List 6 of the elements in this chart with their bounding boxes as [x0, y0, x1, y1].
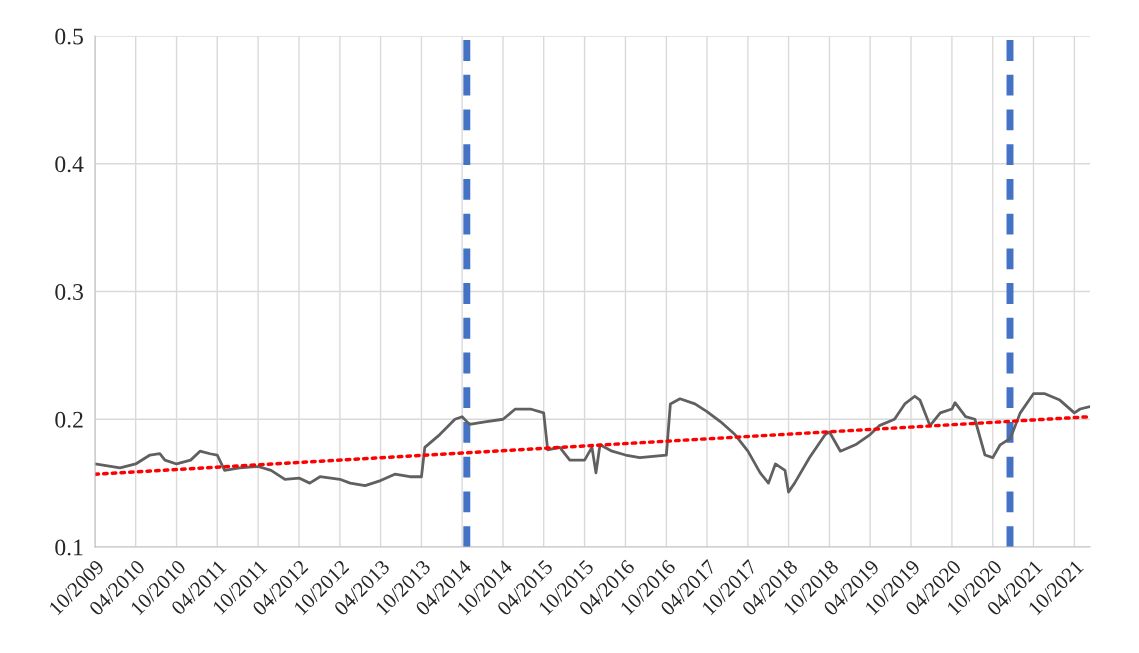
y-tick-label: 0.5 — [55, 28, 83, 45]
line-series — [95, 392, 1090, 494]
y-tick-label: 0.3 — [55, 283, 83, 301]
y-tick-label: 0.1 — [55, 539, 83, 556]
y-tick-label: 0.2 — [55, 411, 83, 428]
y-tick-label: 0.4 — [55, 156, 84, 173]
